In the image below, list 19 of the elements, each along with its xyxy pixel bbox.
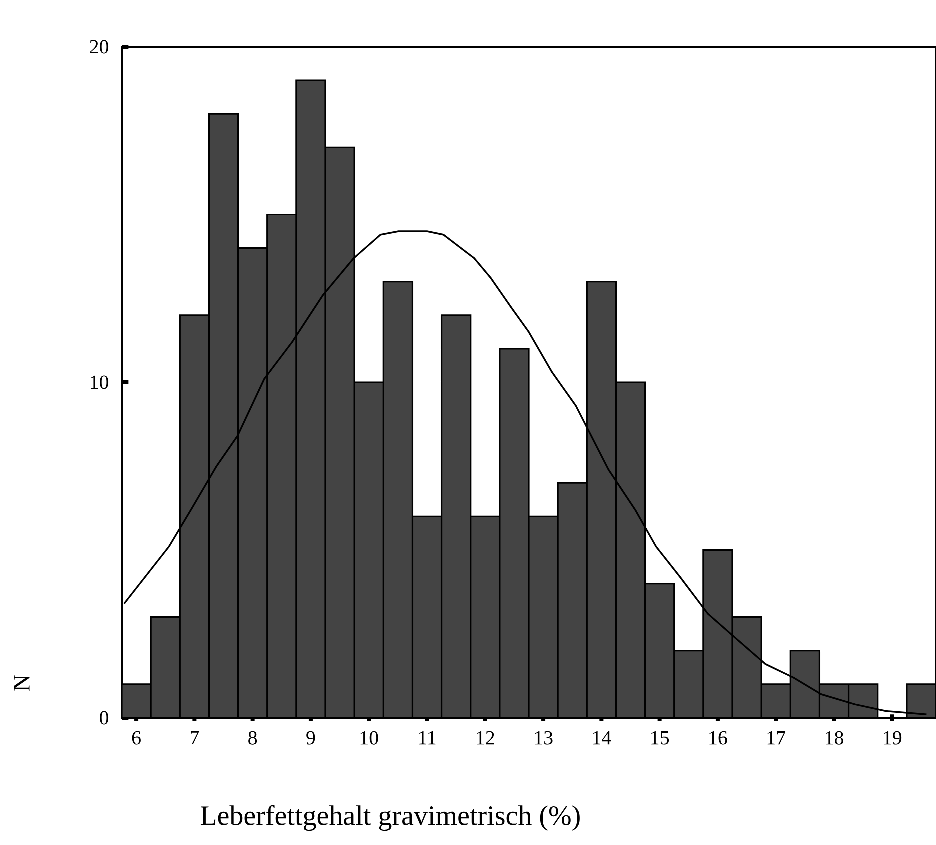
y-tick-label: 20: [90, 40, 109, 54]
x-tick-label: 9: [306, 731, 316, 745]
x-tick-label: 15: [652, 731, 670, 745]
x-tick-label: 19: [884, 731, 902, 745]
x-tick-label: 14: [593, 731, 612, 745]
y-tick-label: 10: [91, 376, 109, 390]
y-axis-title: N: [14, 674, 30, 692]
x-axis-title: Leberfettgehalt gravimetrisch (%): [200, 805, 580, 832]
x-tick-label: 18: [826, 731, 844, 745]
x-tick-label: 17: [768, 731, 786, 745]
x-tick-label: 6: [132, 731, 141, 745]
x-tick-label: 16: [710, 731, 728, 745]
x-tick-label: 7: [191, 731, 200, 744]
x-tick-label: 8: [248, 731, 258, 745]
x-tick-label: 12: [477, 731, 494, 745]
x-tick-label: 11: [419, 731, 436, 745]
x-tick-label: 13: [535, 731, 553, 745]
x-tick-label: 10: [360, 731, 378, 745]
y-tick-label: 0: [100, 711, 109, 725]
